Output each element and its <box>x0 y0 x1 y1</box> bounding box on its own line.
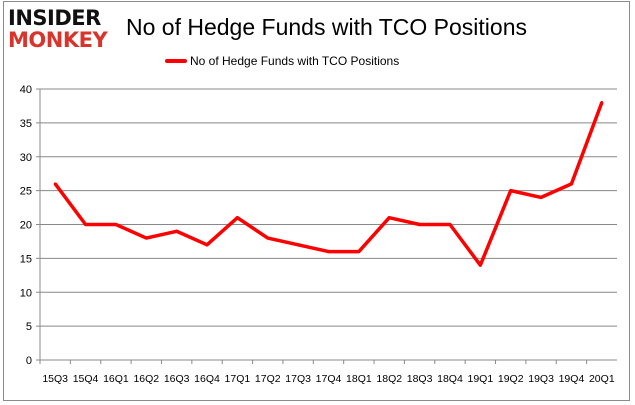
data-point <box>357 250 361 254</box>
data-point <box>569 182 573 186</box>
x-tick-label: 19Q1 <box>467 373 493 385</box>
data-point <box>235 216 239 220</box>
y-tick-label: 25 <box>20 186 32 198</box>
data-point <box>509 189 513 193</box>
y-tick-label: 5 <box>26 321 32 333</box>
data-point <box>448 223 452 226</box>
data-point <box>175 229 179 233</box>
y-tick-label: 40 <box>20 84 32 96</box>
insider-monkey-logo: INSIDER MONKEY <box>8 7 118 51</box>
data-point <box>418 223 422 226</box>
data-point <box>144 236 148 240</box>
x-tick-label: 15Q3 <box>42 373 68 385</box>
data-point <box>539 195 543 199</box>
chart-title: No of Hedge Funds with TCO Positions <box>126 14 527 40</box>
x-tick-label: 17Q1 <box>225 373 251 385</box>
x-tick-label: 19Q3 <box>528 373 554 385</box>
data-point <box>296 243 300 247</box>
data-point <box>53 182 57 186</box>
y-tick-label: 15 <box>20 253 32 265</box>
chart-frame <box>3 1 630 401</box>
logo-line1: INSIDER <box>8 6 101 30</box>
legend-label: No of Hedge Funds with TCO Positions <box>190 54 400 68</box>
x-tick-label: 18Q1 <box>346 373 372 385</box>
x-tick-label: 19Q2 <box>498 373 524 385</box>
y-tick-label: 0 <box>26 355 32 367</box>
data-point <box>600 101 604 105</box>
legend-swatch <box>165 59 187 63</box>
data-point <box>327 250 330 254</box>
series-line <box>53 101 604 267</box>
data-point <box>266 236 270 240</box>
data-point <box>205 243 209 247</box>
x-tick-label: 18Q2 <box>376 373 402 385</box>
logo-line2: MONKEY <box>8 28 108 52</box>
x-tick-label: 17Q2 <box>255 373 281 385</box>
x-tick-label: 20Q1 <box>589 373 615 385</box>
y-tick-label: 30 <box>20 152 32 164</box>
x-tick-label: 16Q3 <box>164 373 190 385</box>
x-tick-label: 18Q4 <box>437 373 463 385</box>
data-point <box>478 263 482 267</box>
x-tick-label: 15Q4 <box>73 373 99 385</box>
x-tick-label: 16Q2 <box>133 373 159 385</box>
data-point <box>114 223 118 226</box>
y-tick-label: 20 <box>20 220 32 232</box>
y-tick-label: 35 <box>20 118 32 130</box>
x-tick-label: 16Q4 <box>194 373 220 385</box>
legend: No of Hedge Funds with TCO Positions <box>165 54 399 68</box>
x-tick-label: 16Q1 <box>103 373 129 385</box>
data-point <box>84 223 88 226</box>
x-tick-label: 17Q3 <box>285 373 311 385</box>
y-tick-label: 10 <box>20 287 32 299</box>
x-tick-label: 18Q3 <box>407 373 433 385</box>
x-tick-label: 17Q4 <box>316 373 342 385</box>
x-tick-label: 19Q4 <box>559 373 585 385</box>
data-point <box>387 216 391 220</box>
